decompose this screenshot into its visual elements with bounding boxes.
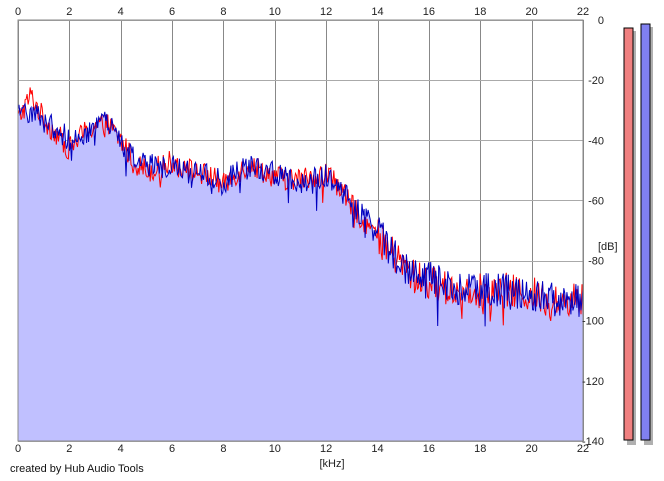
level-meter-right <box>640 23 651 441</box>
x-tick-label-top-11: 22 <box>577 6 589 18</box>
series-lines <box>17 87 584 327</box>
y-tick-label-1: -20 <box>588 75 604 87</box>
y-tick-label-5: -100 <box>582 316 604 328</box>
x-tick-label-bottom-4: 8 <box>220 443 226 455</box>
x-tick-label-bottom-3: 6 <box>169 443 175 455</box>
x-tick-label-top-5: 10 <box>269 6 281 18</box>
y-tick-label-6: -120 <box>582 376 604 388</box>
x-tick-label-top-3: 6 <box>169 6 175 18</box>
x-tick-label-top-7: 14 <box>371 6 383 18</box>
x-tick-labels-top: 0 2 4 6 8 10 12 14 16 18 20 22 <box>15 6 589 18</box>
level-meters <box>623 23 653 445</box>
x-tick-labels-bottom: 0 2 4 6 8 10 12 14 16 18 20 22 <box>15 443 589 455</box>
x-tick-label-top-6: 12 <box>320 6 332 18</box>
x-axis-label: [kHz] <box>319 458 344 470</box>
spectrum-area-fill <box>18 103 583 442</box>
series-line-1 <box>17 102 584 327</box>
x-tick-label-top-4: 8 <box>220 6 226 18</box>
credit-text: created by Hub Audio Tools <box>10 463 144 475</box>
x-tick-label-bottom-11: 22 <box>577 443 589 455</box>
x-tick-label-top-1: 2 <box>66 6 72 18</box>
x-tick-label-bottom-10: 20 <box>526 443 538 455</box>
x-tick-label-top-8: 16 <box>423 6 435 18</box>
x-tick-label-top-9: 18 <box>474 6 486 18</box>
x-tick-label-bottom-5: 10 <box>269 443 281 455</box>
level-meter-left <box>623 27 634 441</box>
x-tick-label-bottom-6: 12 <box>320 443 332 455</box>
y-tick-label-3: -60 <box>588 195 604 207</box>
y-tick-label-2: -40 <box>588 135 604 147</box>
plot-frame <box>17 19 584 442</box>
y-tick-label-7: -140 <box>582 436 604 448</box>
y-tick-label-0: 0 <box>598 15 604 27</box>
y-tick-labels: 0 -20 -40 -60 -80 -100 -120 -140 <box>582 15 604 448</box>
x-tick-label-bottom-9: 18 <box>474 443 486 455</box>
x-tick-label-bottom-2: 4 <box>118 443 124 455</box>
x-tick-label-bottom-8: 16 <box>423 443 435 455</box>
plot-area <box>17 19 584 442</box>
x-tick-label-top-0: 0 <box>15 6 21 18</box>
x-tick-label-bottom-0: 0 <box>15 443 21 455</box>
x-tick-label-top-2: 4 <box>118 6 124 18</box>
y-tick-label-4: -80 <box>588 256 604 268</box>
x-tick-label-bottom-1: 2 <box>66 443 72 455</box>
x-tick-label-top-10: 20 <box>526 6 538 18</box>
x-tick-label-bottom-7: 14 <box>371 443 383 455</box>
y-axis-label: [dB] <box>598 241 618 253</box>
